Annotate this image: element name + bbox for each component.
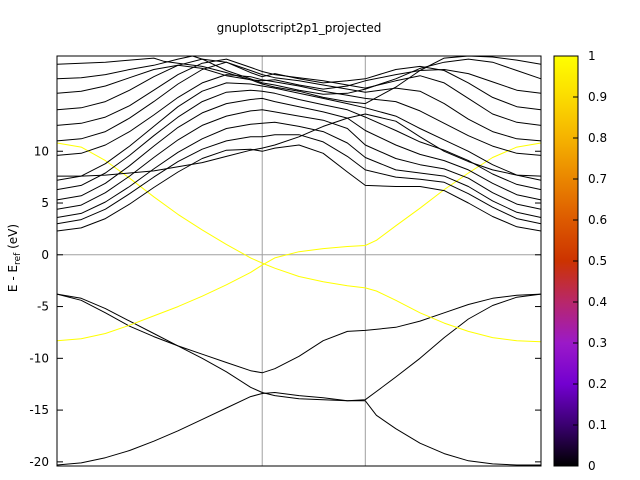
plot-frame — [56, 55, 542, 467]
band-series — [56, 55, 542, 466]
band-line-4 — [56, 142, 542, 342]
y-axis-ticks: 10 5 0 -5 -10 -15 -20 — [29, 144, 541, 469]
band-line-7 — [56, 134, 542, 225]
band-line-11 — [56, 89, 542, 191]
band-line-15 — [56, 61, 542, 142]
colorbar-tick-label: 0.5 — [588, 254, 607, 268]
band-line-1 — [56, 392, 541, 466]
y-axis-label-subscript: ref — [13, 252, 23, 265]
y-tick-label: -20 — [29, 455, 49, 469]
band-line-3 — [56, 293, 542, 374]
plot-area — [57, 56, 541, 466]
colorbar-tick-label: 0.1 — [588, 418, 607, 432]
band-line-2 — [56, 293, 542, 402]
y-axis-label-main: E - E — [6, 265, 20, 292]
colorbar-tick-label: 0.3 — [588, 336, 607, 350]
reference-lines — [57, 56, 541, 466]
band-line-10 — [56, 97, 542, 201]
colorbar-tick-label: 0.9 — [588, 90, 607, 104]
y-tick-label: 5 — [41, 196, 49, 210]
colorbar-ticks: 1 0.9 0.8 0.7 0.6 0.5 0.4 0.3 0.2 0.1 0 — [573, 49, 607, 473]
chart-title: gnuplotscript2p1_projected — [217, 21, 382, 35]
colorbar-tick-label: 0.2 — [588, 377, 607, 391]
y-tick-label: -15 — [29, 403, 49, 417]
y-axis-label: E - Eref (eV) — [6, 224, 23, 292]
plot-border — [56, 55, 542, 467]
y-tick-label: -5 — [37, 300, 49, 314]
y-tick-label: 10 — [34, 144, 49, 158]
band-line-14 — [56, 74, 542, 156]
colorbar-tick-label: 0.4 — [588, 295, 607, 309]
band-line-19 — [56, 55, 542, 95]
colorbar-tick-label: 0.8 — [588, 131, 607, 145]
y-axis-label-unit: (eV) — [6, 224, 20, 253]
band-line-18 — [56, 64, 542, 94]
band-line-5 — [56, 142, 542, 343]
band-line-6 — [56, 144, 542, 232]
plot-background — [57, 56, 541, 466]
band-line-12 — [56, 82, 542, 181]
band-line-17 — [56, 58, 542, 111]
band-line-13 — [57, 113, 542, 177]
colorbar-tick-label: 0.6 — [588, 213, 607, 227]
colorbar-tick-label: 1 — [588, 49, 596, 63]
y-tick-label: -10 — [29, 351, 49, 365]
colorbar-tick-label: 0.7 — [588, 172, 607, 186]
band-line-9 — [56, 109, 542, 210]
band-line-8 — [56, 121, 542, 218]
colorbar-tick-label: 0 — [588, 459, 596, 473]
band-line-20 — [56, 55, 542, 105]
y-tick-label: 0 — [41, 248, 49, 262]
